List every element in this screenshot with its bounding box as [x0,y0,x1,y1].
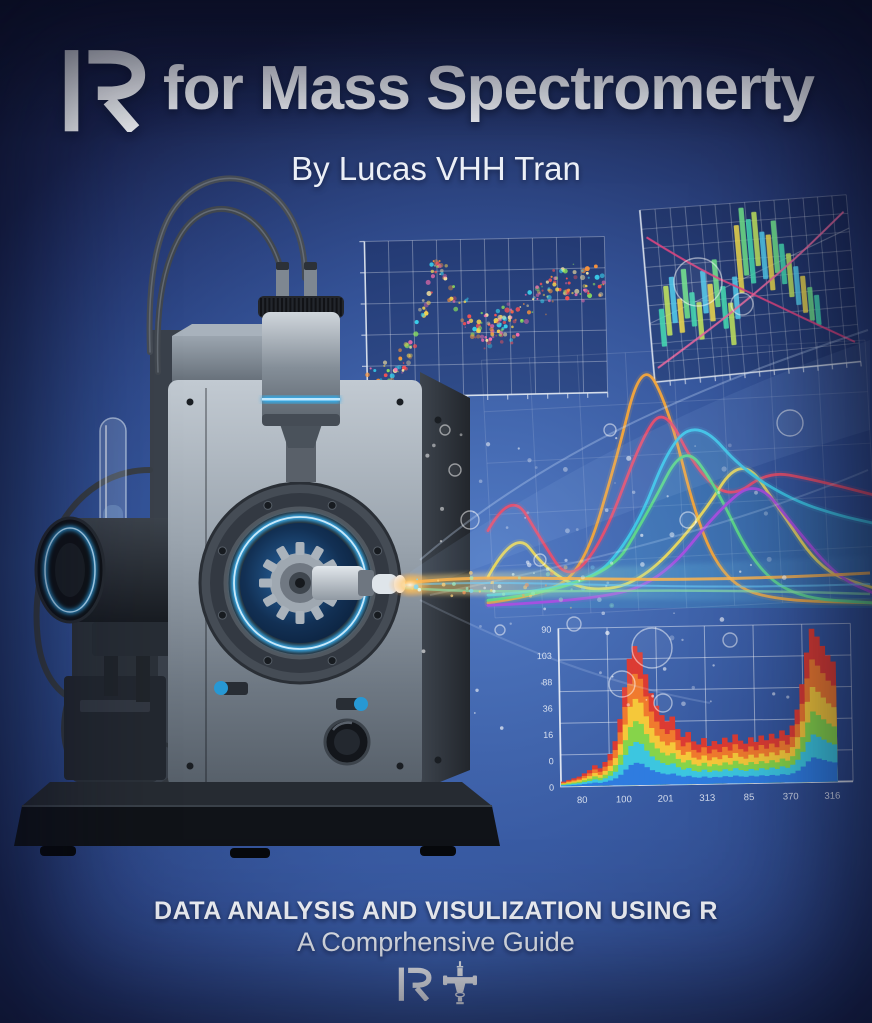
controls [214,681,371,766]
control-dial [323,718,371,766]
wave-curves-panel [481,339,872,619]
cables [33,175,308,797]
glass-tube [94,417,132,600]
glow-ring-rear [190,518,210,622]
r-logo-small [398,967,431,1001]
left-cylinder [34,516,240,702]
nozzle-tip [394,575,406,593]
svg-text:36: 36 [543,704,553,714]
footer-subtitle: A Comprhensive Guide [297,927,575,957]
cylinder-glow-ring [262,396,340,403]
knob-blue-right [354,697,368,711]
footer-tagline: DATA ANALYSIS AND VISULIZATION USING R [154,897,718,925]
scatter-chart [359,236,609,403]
left-tower [58,560,166,782]
screws [186,398,442,770]
svg-text:88: 88 [542,677,552,687]
knob-blue-left [214,681,228,695]
spectrum-chart: 90 103 88 36 16 0 0 80 100 201 313 85 370 316 [537,622,854,806]
port-bolts [217,500,383,666]
svg-text:0: 0 [549,756,554,766]
shaft [312,566,364,600]
svg-text:201: 201 [658,793,674,804]
knurled-cap [260,298,342,316]
svg-text:313: 313 [699,793,715,804]
spectrum-chart-panel: 90 103 88 36 16 0 0 80 100 201 313 85 370 316 [532,617,866,828]
svg-text:90: 90 [541,625,551,635]
mass-spectrometer-icon [442,961,477,1005]
gear [259,542,341,624]
ion-source-cylinder [258,262,344,482]
svg-text:103: 103 [537,651,552,661]
top-box [172,336,310,388]
svg-text:0: 0 [549,783,554,793]
glow-ring-face [43,526,97,614]
page-title: for Mass Spectromerty [163,54,815,123]
svg-text:85: 85 [744,792,755,803]
author-byline: By Lucas VHH Tran [291,150,581,187]
logo-r-letter: R [436,983,437,984]
title: R for Mass Spectromerty [0,46,872,132]
svg-text:100: 100 [616,794,632,805]
svg-text:16: 16 [543,730,553,740]
footer-logo: R [0,961,872,1006]
rear-column [150,330,220,790]
port-glow-ring [231,514,369,652]
svg-text:80: 80 [577,795,588,806]
base-platform [14,782,500,858]
beam-glow [388,572,432,598]
svg-text:316: 316 [824,791,840,802]
wave-curves-chart [481,339,872,619]
scatter-chart-panel [359,236,609,403]
r-logo-glyph [64,50,146,132]
port-window [198,481,406,685]
svg-text:370: 370 [783,791,799,802]
